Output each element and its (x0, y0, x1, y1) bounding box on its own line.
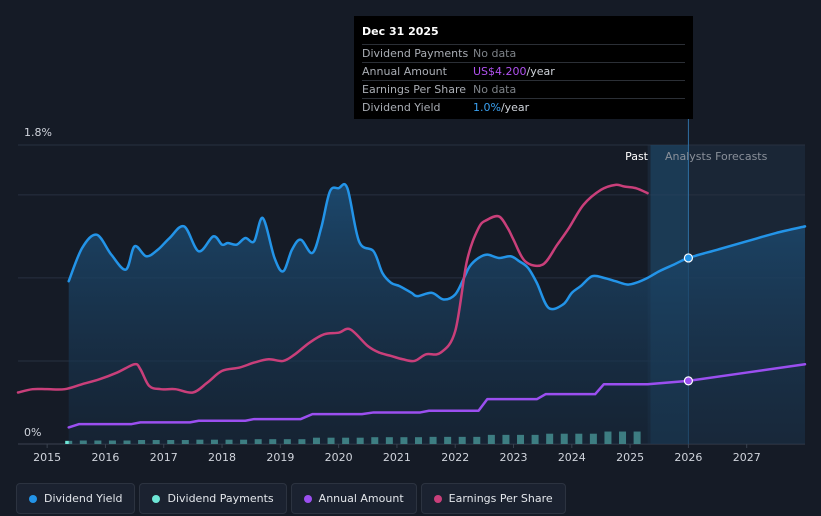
tooltip-label: Dividend Payments (362, 47, 469, 60)
legend: Dividend Yield Dividend Payments Annual … (16, 483, 566, 514)
legend-dot-icon (29, 494, 37, 503)
dividend-yield-value: 1.0% (473, 101, 501, 114)
tooltip-label: Earnings Per Share (362, 83, 467, 96)
legend-dividend-payments[interactable]: Dividend Payments (139, 483, 287, 514)
dividend-yield-marker (683, 253, 694, 263)
x-tick-label: 2021 (383, 451, 411, 464)
x-tick-label: 2016 (91, 451, 119, 464)
earnings-per-share-line (16, 183, 649, 394)
legend-label: Dividend Payments (167, 492, 274, 505)
legend-label: Annual Amount (318, 492, 404, 505)
unit: /year (500, 101, 530, 114)
x-tick-label: 2024 (558, 451, 586, 464)
annual-amount-value: US$4.200 (473, 65, 527, 78)
x-tick-label: 2015 (33, 451, 61, 464)
x-axis: 2015 2016 2017 2018 2019 2020 2021 2022 2023 2024… (33, 444, 761, 464)
legend-earnings-per-share[interactable]: Earnings Per Share (420, 483, 566, 514)
x-tick-label: 2019 (266, 451, 294, 464)
legend-dot-icon (152, 494, 161, 503)
annual-amount-line (67, 363, 807, 429)
tooltip-label: Dividend Yield (362, 101, 441, 114)
y-bottom-label: 0% (24, 426, 41, 439)
tooltip-row-dividend-payments: Dividend Payments No data (362, 44, 685, 62)
x-tick-label: 2025 (616, 451, 644, 464)
tooltip-label: Annual Amount (362, 65, 447, 78)
dividend-yield-area (68, 184, 806, 444)
x-tick-label: 2023 (500, 451, 528, 464)
forecast-label: Analysts Forecasts (665, 150, 768, 163)
tooltip-value: No data (473, 47, 517, 60)
legend-label: Dividend Yield (44, 492, 123, 505)
tooltip-row-dividend-yield: Dividend Yield 1.0%/year (362, 98, 685, 116)
legend-label: Earnings Per Share (448, 492, 553, 505)
x-tick-label: 2027 (733, 451, 761, 464)
legend-dot-icon (433, 494, 442, 503)
dividend-yield-line (67, 182, 807, 311)
x-tick-label: 2020 (325, 451, 353, 464)
past-label: Past (625, 150, 649, 163)
x-tick-label: 2018 (208, 451, 236, 464)
series-lines (16, 182, 807, 444)
legend-annual-amount[interactable]: Annual Amount (290, 483, 417, 514)
x-tick-label: 2022 (441, 451, 469, 464)
x-tick-label: 2026 (674, 451, 702, 464)
tooltip-date: Dec 31 2025 (362, 25, 439, 38)
legend-dot-icon (303, 494, 312, 503)
y-top-label: 1.8% (24, 126, 52, 139)
annual-amount-marker (683, 376, 694, 386)
tooltip-value: No data (473, 83, 517, 96)
legend-dividend-yield[interactable]: Dividend Yield (16, 483, 136, 514)
unit: /year (526, 65, 555, 78)
x-tick-label: 2017 (150, 451, 178, 464)
tooltip: Dec 31 2025 Dividend Payments No data An… (354, 16, 693, 119)
tooltip-row-earnings-per-share: Earnings Per Share No data (362, 80, 685, 98)
highlight-markers (683, 253, 694, 386)
tooltip-row-annual-amount: Annual Amount US$4.200/year (362, 62, 685, 80)
tooltip-value: 1.0%/year (473, 99, 529, 116)
tooltip-value: US$4.200/year (473, 63, 555, 80)
